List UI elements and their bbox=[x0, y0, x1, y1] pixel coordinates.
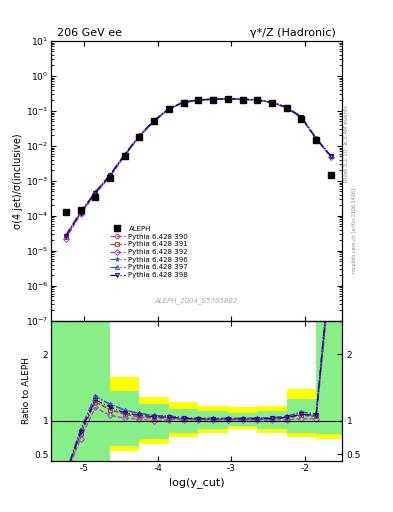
X-axis label: log(y_cut): log(y_cut) bbox=[169, 477, 224, 487]
Text: γ*/Z (Hadronic): γ*/Z (Hadronic) bbox=[250, 28, 336, 38]
Y-axis label: σ(4 jet)/σ(inclusive): σ(4 jet)/σ(inclusive) bbox=[13, 133, 23, 229]
Text: mcplots.cern.ch [arXiv:1306.3436]: mcplots.cern.ch [arXiv:1306.3436] bbox=[352, 188, 357, 273]
Y-axis label: Ratio to ALEPH: Ratio to ALEPH bbox=[22, 357, 31, 424]
Text: Rivet 3.1.10; ≥ 3.4M events: Rivet 3.1.10; ≥ 3.4M events bbox=[344, 105, 349, 182]
Text: 206 GeV ee: 206 GeV ee bbox=[57, 28, 122, 38]
Text: ALEPH_2004_S5765862: ALEPH_2004_S5765862 bbox=[155, 297, 238, 304]
Legend: ALEPH, Pythia 6.428 390, Pythia 6.428 391, Pythia 6.428 392, Pythia 6.428 396, P: ALEPH, Pythia 6.428 390, Pythia 6.428 39… bbox=[107, 223, 191, 281]
